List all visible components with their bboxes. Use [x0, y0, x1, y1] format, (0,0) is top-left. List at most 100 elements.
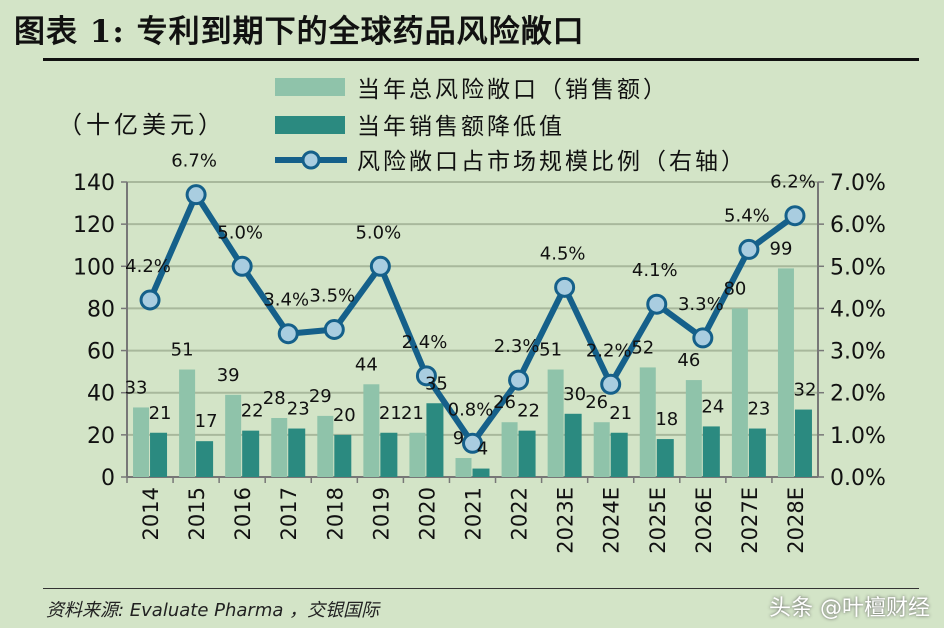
bar-total-exposure	[409, 432, 426, 477]
bar-loss-label: 22	[517, 401, 540, 422]
bar-total-exposure	[639, 367, 656, 477]
ratio-label: 2.2%	[586, 340, 632, 361]
bar-loss-label: 21	[149, 403, 172, 424]
y-tick-label: 80	[87, 297, 115, 322]
ratio-label: 5.0%	[355, 222, 401, 243]
y2-tick-label: 7.0%	[830, 171, 886, 196]
y2-tick-label: 0.0%	[830, 466, 886, 491]
bar-sales-loss	[794, 409, 812, 477]
y2-tick-label: 2.0%	[830, 382, 886, 407]
ratio-marker	[784, 205, 806, 227]
bar-loss-label: 18	[655, 409, 678, 430]
ratio-label: 0.8%	[448, 399, 494, 420]
bar-sales-loss	[656, 439, 674, 477]
x-tick-label: 2019	[369, 487, 393, 540]
bar-loss-label: 20	[333, 405, 356, 426]
bar-total-exposure	[317, 415, 334, 477]
bar-total-exposure	[225, 394, 242, 477]
x-tick-label: 2020	[415, 487, 439, 540]
bar-loss-label: 35	[425, 373, 448, 394]
ratio-marker	[139, 289, 161, 311]
x-tick-label: 2028E	[784, 487, 808, 554]
x-tick-label: 2023E	[554, 487, 578, 554]
bar-loss-label: 4	[477, 439, 488, 460]
y2-tick-label: 5.0%	[830, 255, 886, 280]
ratio-marker	[231, 255, 253, 277]
ratio-marker	[462, 432, 483, 454]
bar-loss-label: 21	[379, 403, 402, 424]
bar-total-exposure	[777, 268, 794, 477]
bar-total-label: 26	[493, 392, 516, 413]
ratio-label: 2.4%	[402, 332, 448, 353]
y-tick-label: 60	[87, 340, 115, 365]
x-tick-label: 2016	[231, 487, 255, 540]
bar-sales-loss	[748, 428, 766, 477]
bar-total-exposure	[685, 380, 702, 477]
y-tick-label: 20	[87, 424, 115, 449]
bar-sales-loss	[564, 413, 582, 477]
bar-total-label: 33	[125, 377, 148, 398]
x-tick-label: 2024E	[600, 487, 624, 554]
title-divider	[43, 58, 919, 61]
bar-total-exposure	[547, 369, 564, 477]
bar-total-label: 39	[217, 365, 240, 386]
bar-total-label: 80	[723, 278, 746, 299]
ratio-marker	[738, 238, 760, 260]
bar-total-exposure	[179, 369, 196, 477]
bar-loss-label: 24	[701, 396, 724, 417]
ratio-label: 3.3%	[678, 294, 724, 315]
ratio-marker	[185, 184, 207, 206]
y2-tick-label: 3.0%	[830, 340, 886, 365]
bar-sales-loss	[196, 441, 214, 477]
bar-total-label: 9	[453, 428, 464, 449]
bar-total-label: 46	[677, 350, 700, 371]
legend-label-ratio: 风险敞口占市场规模比例（右轴）	[357, 149, 747, 175]
bar-total-label: 28	[263, 388, 286, 409]
footer-divider	[43, 588, 919, 589]
ratio-marker	[323, 319, 345, 340]
bar-sales-loss	[288, 428, 306, 477]
bar-total-label: 26	[585, 392, 608, 413]
ratio-label: 5.4%	[724, 205, 770, 226]
ratio-label: 5.0%	[217, 222, 263, 243]
y-tick-label: 140	[73, 171, 115, 196]
bar-sales-loss	[702, 426, 720, 477]
x-tick-label: 2025E	[646, 487, 670, 554]
x-tick-label: 2022	[508, 487, 532, 540]
legend-swatch-total	[275, 78, 345, 96]
ratio-label: 3.4%	[263, 290, 309, 311]
bar-sales-loss	[472, 468, 490, 477]
y-axis-label: （十亿美元）	[58, 111, 226, 139]
ratio-label: 6.2%	[770, 172, 816, 193]
bar-total-label: 51	[171, 340, 194, 361]
watermark: 头条 @叶檀财经	[769, 596, 930, 621]
ratio-label: 4.2%	[125, 256, 171, 277]
legend-swatch-loss	[275, 116, 345, 134]
ratio-marker	[508, 369, 530, 391]
x-tick-label: 2015	[185, 487, 209, 540]
bar-loss-label: 23	[287, 399, 310, 420]
ratio-label: 2.3%	[494, 336, 540, 357]
y2-tick-label: 4.0%	[830, 297, 886, 322]
legend-label-total: 当年总风险敞口（销售额）	[357, 77, 669, 103]
bar-total-label: 99	[770, 238, 793, 259]
bar-sales-loss	[610, 432, 628, 477]
bar-total-exposure	[731, 308, 748, 477]
legend-marker	[301, 150, 321, 170]
y-tick-label: 100	[73, 255, 115, 280]
bar-loss-label: 17	[195, 411, 218, 432]
ratio-marker	[554, 276, 576, 298]
bar-loss-label: 23	[747, 399, 770, 420]
ratio-marker	[692, 327, 714, 349]
y-tick-label: 0	[101, 466, 115, 491]
ratio-marker	[369, 255, 391, 277]
bar-sales-loss	[380, 432, 398, 477]
ratio-marker	[646, 293, 668, 315]
bar-total-exposure	[271, 418, 288, 477]
ratio-marker	[415, 365, 437, 387]
y2-tick-label: 6.0%	[830, 213, 886, 238]
bar-total-label: 44	[355, 354, 378, 375]
ratio-label: 4.5%	[540, 243, 586, 264]
y-tick-label: 40	[87, 382, 115, 407]
